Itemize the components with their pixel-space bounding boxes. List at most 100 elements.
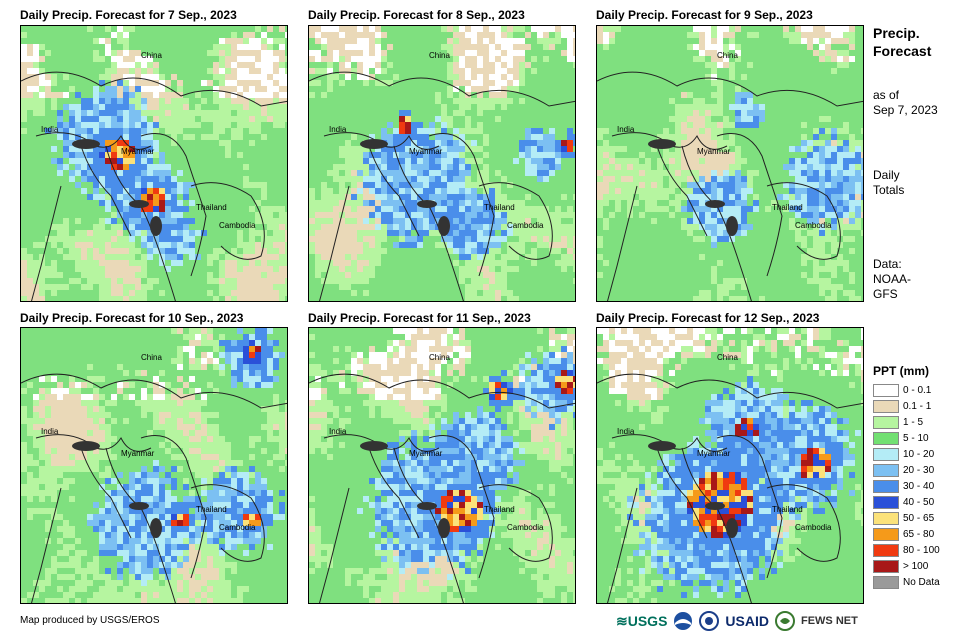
- precip-raster: China India Myanmar Thailand Cambodia: [597, 328, 863, 603]
- precip-raster: China India Myanmar Thailand Cambodia: [597, 26, 863, 301]
- border-line: [428, 435, 495, 579]
- as-of-date: as of Sep 7, 2023: [873, 88, 938, 118]
- country-label-thailand: Thailand: [196, 505, 227, 514]
- country-label-china: China: [141, 51, 162, 60]
- legend-swatch: [873, 575, 899, 589]
- border-line: [597, 71, 863, 107]
- border-line: [611, 132, 728, 150]
- country-label-cambodia: Cambodia: [219, 221, 256, 230]
- legend-swatch: [873, 447, 899, 461]
- border-line: [766, 182, 841, 260]
- legend-swatch: [873, 479, 899, 493]
- forecast-map-7-sep: China India Myanmar Thailand Cambodia: [20, 25, 288, 302]
- border-line: [21, 71, 287, 107]
- title-line-1: Precip.: [873, 25, 920, 41]
- legend-swatch: [873, 399, 899, 413]
- legend-swatch: [873, 415, 899, 429]
- border-line: [716, 435, 783, 579]
- precip-raster: China India Myanmar Thailand Cambodia: [21, 26, 287, 301]
- border-line: [478, 484, 553, 562]
- legend-row: 80 - 100: [873, 542, 940, 558]
- water-body: [705, 200, 725, 208]
- country-label-myanmar: Myanmar: [121, 449, 155, 458]
- border-line: [681, 145, 752, 301]
- country-label-thailand: Thailand: [484, 505, 515, 514]
- usaid-logo-text: USAID: [725, 613, 769, 629]
- country-label-myanmar: Myanmar: [697, 147, 731, 156]
- legend-label: 0.1 - 1: [903, 400, 932, 412]
- country-label-myanmar: Myanmar: [121, 147, 155, 156]
- country-label-india: India: [617, 427, 635, 436]
- fews-logo-text: FEWS NET: [800, 615, 858, 627]
- border-line: [681, 447, 752, 603]
- border-line: [393, 145, 464, 301]
- legend-label: 20 - 30: [903, 464, 935, 476]
- country-label-india: India: [41, 427, 59, 436]
- title-line-2: Forecast: [873, 43, 932, 59]
- legend-swatch: [873, 543, 899, 557]
- border-line: [319, 185, 350, 301]
- usgs-logo: ≋USGS: [616, 612, 668, 629]
- water-body: [648, 441, 676, 451]
- border-line: [319, 487, 350, 603]
- border-line: [35, 434, 152, 452]
- border-line: [140, 133, 207, 277]
- border-line: [31, 185, 62, 301]
- country-label-myanmar: Myanmar: [409, 147, 443, 156]
- legend-label: 50 - 65: [903, 512, 935, 524]
- country-label-china: China: [429, 353, 450, 362]
- water-body: [150, 216, 162, 236]
- legend-row: 20 - 30: [873, 462, 940, 478]
- legend-swatch: [873, 463, 899, 477]
- forecast-map-12-sep: China India Myanmar Thailand Cambodia: [596, 327, 864, 604]
- legend-swatch: [873, 431, 899, 445]
- country-label-cambodia: Cambodia: [219, 523, 256, 532]
- water-body: [417, 502, 437, 510]
- border-line: [716, 133, 783, 277]
- forecast-map-8-sep: China India Myanmar Thailand Cambodia: [308, 25, 576, 302]
- border-line: [478, 182, 553, 260]
- border-line: [309, 373, 575, 409]
- border-line: [656, 447, 708, 539]
- legend-swatch: [873, 559, 899, 573]
- border-line: [323, 132, 440, 150]
- country-label-thailand: Thailand: [196, 203, 227, 212]
- country-label-thailand: Thailand: [484, 203, 515, 212]
- legend-row: > 100: [873, 558, 940, 574]
- water-body: [360, 139, 388, 149]
- country-label-india: India: [617, 125, 635, 134]
- water-body: [648, 139, 676, 149]
- panel-title-3: Daily Precip. Forecast for 9 Sep., 2023: [596, 8, 813, 22]
- legend-row: 40 - 50: [873, 494, 940, 510]
- legend-swatch: [873, 495, 899, 509]
- country-label-china: China: [429, 51, 450, 60]
- legend-label: 5 - 10: [903, 432, 929, 444]
- border-line: [31, 487, 62, 603]
- data-line-3: GFS: [873, 287, 898, 301]
- water-body: [72, 139, 100, 149]
- border-line: [323, 434, 440, 452]
- water-body: [438, 518, 450, 538]
- legend-label: 80 - 100: [903, 544, 940, 556]
- legend-row: 65 - 80: [873, 526, 940, 542]
- usgs-logo-text: USGS: [627, 612, 668, 629]
- legend-label: > 100: [903, 560, 929, 572]
- border-line: [105, 145, 176, 301]
- water-body: [150, 518, 162, 538]
- legend-swatch: [873, 511, 899, 525]
- water-body: [726, 518, 738, 538]
- border-line: [105, 447, 176, 603]
- border-line: [611, 434, 728, 452]
- border-line: [21, 373, 287, 409]
- data-line-2: NOAA-: [873, 272, 912, 286]
- country-label-india: India: [329, 125, 347, 134]
- legend-label: 30 - 40: [903, 480, 935, 492]
- water-body: [705, 502, 725, 510]
- data-line-1: Data:: [873, 257, 902, 271]
- legend-row: 1 - 5: [873, 414, 940, 430]
- country-label-cambodia: Cambodia: [507, 523, 544, 532]
- border-line: [766, 484, 841, 562]
- border-line: [140, 435, 207, 579]
- forecast-map-11-sep: China India Myanmar Thailand Cambodia: [308, 327, 576, 604]
- legend-row: 10 - 20: [873, 446, 940, 462]
